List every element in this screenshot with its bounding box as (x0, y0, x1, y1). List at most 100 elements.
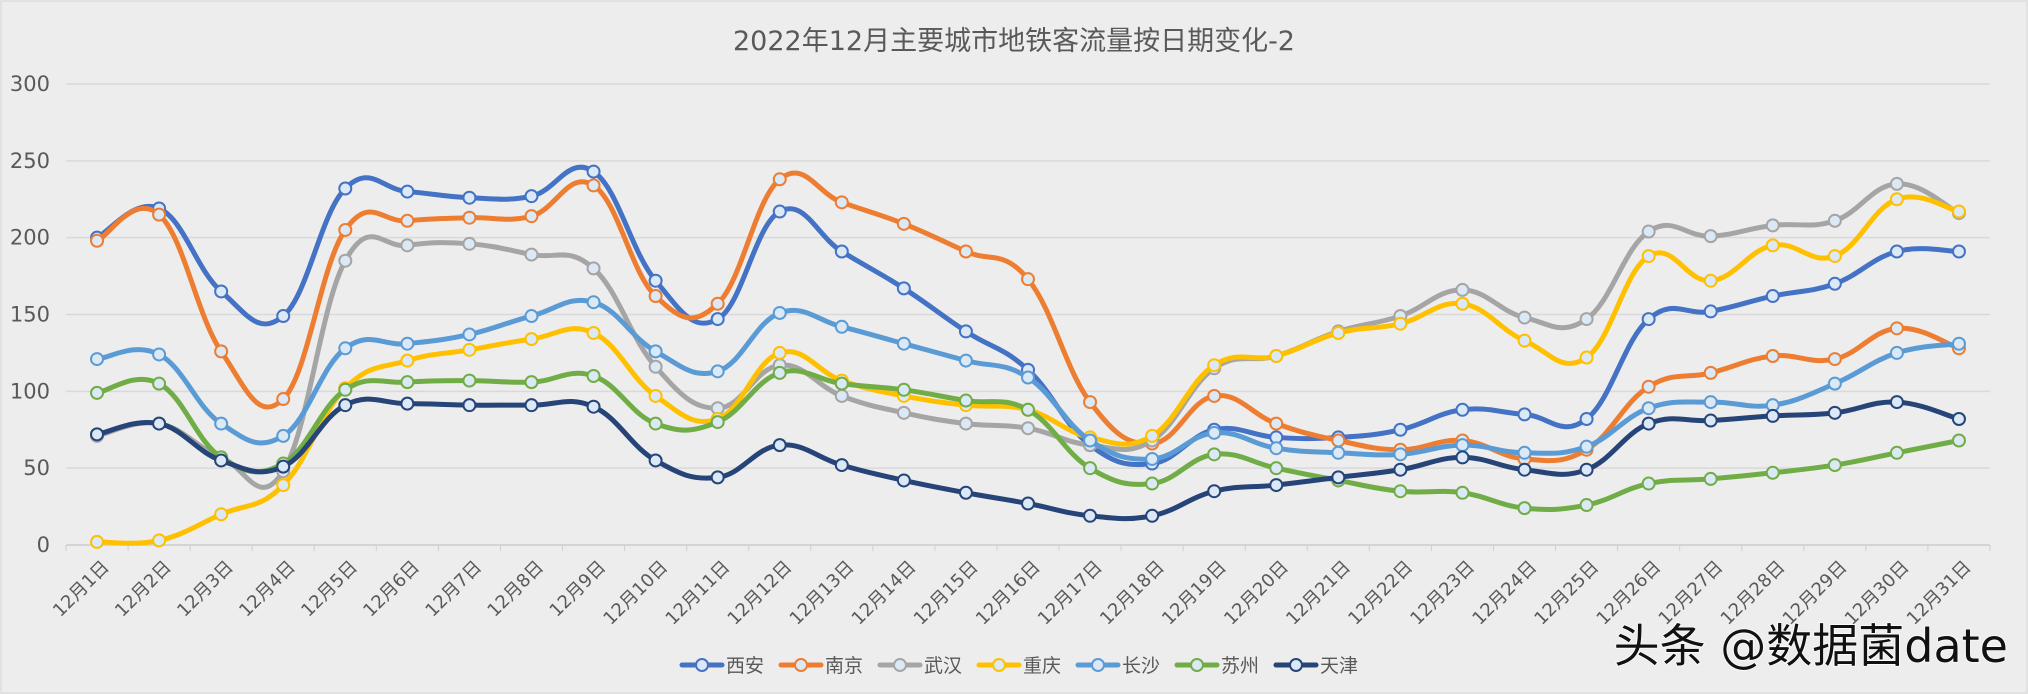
data-point (1641, 224, 1656, 239)
y-tick-label: 250 (10, 149, 50, 173)
data-point (958, 353, 973, 368)
data-point (1765, 465, 1780, 480)
y-tick-label: 300 (10, 72, 50, 96)
legend: 西安 南京 武汉 重庆 长沙 苏州 天津 (679, 655, 1358, 677)
data-point (1827, 405, 1842, 420)
data-point (1207, 388, 1222, 403)
data-point (1951, 411, 1966, 426)
y-tick-label: 100 (10, 379, 50, 403)
data-point (1021, 496, 1035, 511)
data-point (958, 485, 973, 500)
data-point (1083, 395, 1098, 410)
data-point (338, 181, 353, 196)
data-point (276, 392, 291, 407)
data-point (1145, 508, 1160, 523)
data-point (1269, 416, 1284, 431)
data-point (90, 385, 105, 400)
data-point (1517, 445, 1532, 460)
data-point (462, 327, 477, 342)
data-point (462, 342, 477, 357)
legend-marker (695, 658, 709, 672)
legend-item-苏州: 苏州 (1174, 655, 1259, 677)
data-point (152, 347, 167, 362)
data-point (1951, 336, 1966, 351)
data-point (1889, 445, 1904, 460)
data-point (1517, 462, 1532, 477)
legend-label: 重庆 (1023, 655, 1061, 677)
legend-item-天津: 天津 (1273, 655, 1358, 677)
data-point (1145, 451, 1160, 466)
series-line (94, 181, 1962, 490)
data-point (1641, 312, 1656, 327)
data-point (214, 284, 229, 299)
data-point (1083, 433, 1098, 448)
data-point (1579, 350, 1594, 365)
data-point (710, 296, 725, 311)
data-point (1021, 272, 1035, 287)
data-point (648, 359, 663, 374)
data-point (1765, 289, 1780, 304)
data-point (400, 184, 415, 199)
data-point (1827, 352, 1842, 367)
legend-item-武汉: 武汉 (877, 655, 962, 677)
data-point (1269, 461, 1284, 476)
data-point (1331, 445, 1346, 460)
data-point (1083, 508, 1098, 523)
data-point (90, 352, 105, 367)
data-point (1331, 470, 1346, 485)
legend-label: 南京 (825, 655, 863, 677)
data-point (1951, 204, 1966, 219)
legend-marker (1190, 658, 1204, 672)
data-point (772, 172, 787, 187)
data-point (1393, 462, 1408, 477)
data-point (90, 427, 105, 442)
legend-label: 苏州 (1221, 655, 1259, 677)
data-point (152, 376, 167, 391)
data-point (1703, 304, 1718, 319)
data-point (586, 178, 601, 193)
data-point (1641, 249, 1656, 264)
data-point (1951, 244, 1966, 259)
data-point (710, 312, 725, 327)
data-point (1021, 370, 1035, 385)
data-point (1269, 348, 1284, 363)
data-point (1455, 282, 1470, 297)
data-point (1517, 333, 1532, 348)
data-point (896, 336, 911, 351)
legend-item-西安: 西安 (679, 655, 764, 677)
data-point (152, 533, 167, 548)
data-point (586, 261, 601, 276)
series-长沙 (90, 295, 1966, 466)
data-point (90, 534, 105, 549)
data-point (648, 453, 663, 468)
data-point (1579, 411, 1594, 426)
data-point (1579, 462, 1594, 477)
data-point (524, 209, 539, 224)
data-point (1827, 213, 1842, 228)
data-point (586, 368, 601, 383)
series-line (94, 368, 1962, 513)
data-point (772, 365, 787, 380)
series-苏州 (90, 365, 1966, 516)
data-point (958, 393, 973, 408)
data-point (152, 207, 167, 222)
data-point (524, 309, 539, 324)
data-point (1517, 310, 1532, 325)
data-point (896, 382, 911, 397)
data-point (400, 353, 415, 368)
data-point (648, 416, 663, 431)
data-point (1703, 273, 1718, 288)
data-point (710, 470, 725, 485)
legend-label: 长沙 (1122, 655, 1160, 677)
data-point (896, 473, 911, 488)
data-point (958, 324, 973, 339)
data-point (648, 344, 663, 359)
data-point (648, 388, 663, 403)
data-point (1393, 422, 1408, 437)
data-point (338, 253, 353, 268)
data-point (1765, 408, 1780, 423)
data-point (1021, 402, 1035, 417)
data-point (772, 305, 787, 320)
series-line (94, 164, 1962, 468)
data-point (586, 295, 601, 310)
